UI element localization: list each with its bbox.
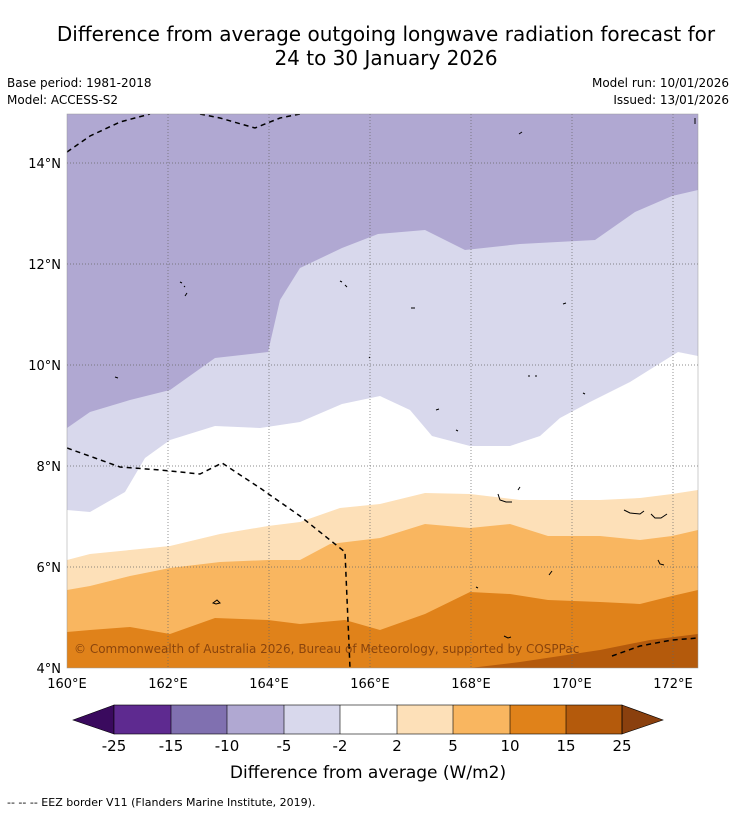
- colorbar-tick: -2: [333, 737, 348, 755]
- lat-tick: 12°N: [28, 258, 61, 273]
- model-name: Model: ACCESS-S2: [7, 93, 119, 107]
- lat-tick: 14°N: [28, 157, 61, 172]
- eez-borders: [67, 114, 698, 668]
- map-plot: © Commonwealth of Australia 2026, Bureau…: [67, 114, 698, 668]
- colorbar-high-extend: [621, 704, 664, 735]
- map-title: Difference from average outgoing longwav…: [0, 22, 736, 70]
- colorbar-tick: -10: [215, 737, 240, 755]
- lat-tick: 8°N: [37, 460, 62, 475]
- colorbar-bin: [340, 705, 397, 734]
- colorbar: -25 -15 -10 -5 -2 2 5 10 15 25 Differenc…: [72, 704, 664, 783]
- eez-legend-note: -- -- -- EEZ border V11 (Flanders Marine…: [7, 796, 316, 809]
- copyright-notice: © Commonwealth of Australia 2026, Bureau…: [74, 642, 579, 656]
- graticule: [67, 114, 698, 668]
- lon-axis: 160°E 162°E 164°E 166°E 168°E 170°E 172°…: [47, 677, 693, 692]
- colorbar-bin: [171, 705, 227, 734]
- colorbar-bin: [453, 705, 510, 734]
- colorbar-tick: 25: [612, 737, 631, 755]
- title-line-1: Difference from average outgoing longwav…: [56, 22, 716, 46]
- lon-tick: 164°E: [249, 677, 289, 692]
- lat-tick: 4°N: [37, 662, 62, 677]
- lat-tick: 6°N: [37, 561, 62, 576]
- issued-date: Issued: 13/01/2026: [613, 93, 729, 107]
- base-period: Base period: 1981-2018: [7, 76, 152, 90]
- band-plus15-plus25: [470, 634, 698, 668]
- colorbar-frame: [113, 704, 623, 735]
- band-plus10-plus15: [67, 590, 698, 668]
- lon-tick: 172°E: [653, 677, 693, 692]
- colorbar-bin: [566, 705, 622, 734]
- title-line-2: 24 to 30 January 2026: [274, 46, 498, 70]
- model-run: Model run: 10/01/2026: [591, 76, 729, 90]
- meta-left: Base period: 1981-2018 Model: ACCESS-S2: [7, 75, 152, 109]
- lon-tick: 160°E: [47, 677, 87, 692]
- colorbar-tick: -15: [159, 737, 184, 755]
- lon-tick: 162°E: [148, 677, 188, 692]
- lon-tick: 170°E: [552, 677, 592, 692]
- lon-tick: 168°E: [451, 677, 491, 692]
- lat-axis: 14°N 12°N 10°N 8°N 6°N 4°N: [28, 157, 61, 677]
- islands: [114, 118, 696, 639]
- colorbar-title: Difference from average (W/m2): [230, 763, 506, 783]
- lon-tick: 166°E: [350, 677, 390, 692]
- colorbar-bin: [227, 705, 284, 734]
- colorbar-low-extend: [72, 704, 115, 735]
- lat-tick: 10°N: [28, 359, 61, 374]
- colorbar-bin: [114, 705, 171, 734]
- colorbar-bin: [397, 705, 453, 734]
- colorbar-tick: 15: [556, 737, 575, 755]
- colorbar-tick: -25: [102, 737, 127, 755]
- colorbar-tick: 2: [392, 737, 402, 755]
- colorbar-tick: -5: [277, 737, 292, 755]
- map-frame: [66, 113, 699, 669]
- colorbar-tick: 10: [500, 737, 519, 755]
- colorbar-tick: 5: [448, 737, 458, 755]
- meta-right: Model run: 10/01/2026 Issued: 13/01/2026: [592, 75, 729, 109]
- colorbar-bin: [284, 705, 340, 734]
- colorbar-bin: [510, 705, 566, 734]
